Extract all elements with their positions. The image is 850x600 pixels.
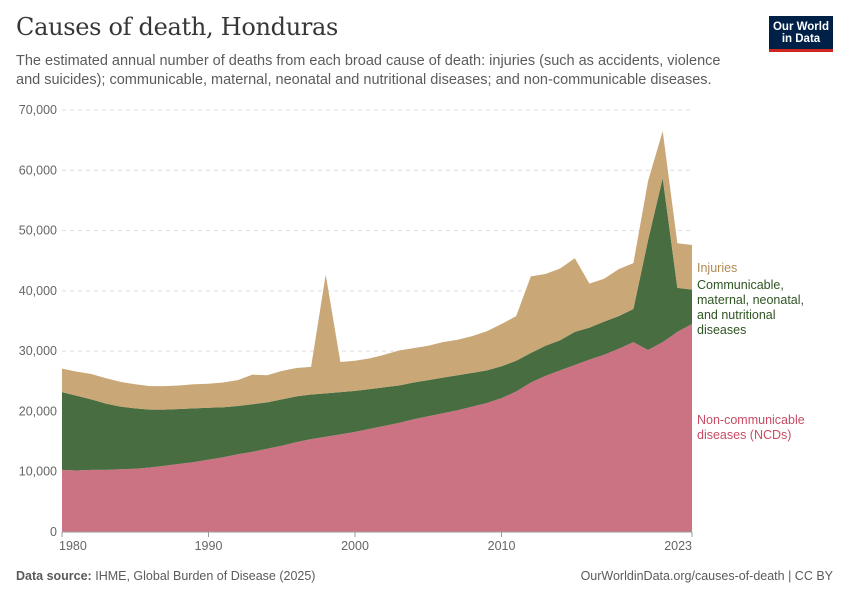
logo-line1: Our World: [772, 20, 829, 33]
stacked-area-chart: 0 10,000 20,000 30,000 40,000 50,000 60,000 70,…: [19, 103, 805, 553]
y-tick-label: 40,000: [19, 284, 57, 298]
axes: 0 10,000 20,000 30,000 40,000 50,000 60,000 70,…: [19, 103, 693, 553]
x-tick-label: 2010: [488, 539, 516, 553]
y-tick-label: 20,000: [19, 404, 57, 418]
area-communicable[interactable]: [62, 178, 692, 471]
x-tick-label: 2000: [341, 539, 369, 553]
owid-logo[interactable]: Our World in Data: [769, 16, 833, 52]
x-tick-label: 1980: [59, 539, 87, 553]
x-tick-label: 1990: [195, 539, 223, 553]
y-tick-label: 70,000: [19, 103, 57, 117]
legend: Injuries Communicable, maternal, neonatal,…: [697, 261, 805, 442]
data-source-text[interactable]: IHME, Global Burden of Disease (2025): [95, 569, 316, 583]
legend-communicable: Communicable, maternal, neonatal, and nutr…: [697, 278, 804, 337]
legend-ncd: Non-communicable diseases (NCDs): [697, 413, 805, 442]
chart-title: Causes of death, Honduras: [16, 13, 339, 41]
data-source: Data source: IHME, Global Burden of Dise…: [16, 569, 315, 583]
y-tick-label: 50,000: [19, 224, 57, 238]
logo-line2: in Data: [781, 32, 821, 45]
footer-url[interactable]: OurWorldinData.org/causes-of-death | CC …: [580, 569, 833, 583]
area-ncd[interactable]: [62, 324, 692, 532]
y-tick-label: 10,000: [19, 465, 57, 479]
chart-subtitle: The estimated annual number of deaths fr…: [16, 53, 721, 88]
y-tick-label: 30,000: [19, 344, 57, 358]
x-tick-label: 2023: [664, 539, 692, 553]
y-tick-label: 60,000: [19, 163, 57, 177]
area-injuries[interactable]: [62, 131, 692, 410]
y-tick-label: 0: [50, 525, 57, 539]
area-series[interactable]: [62, 131, 692, 532]
data-source-label: Data source:: [16, 569, 92, 583]
legend-injuries: Injuries: [697, 261, 737, 275]
